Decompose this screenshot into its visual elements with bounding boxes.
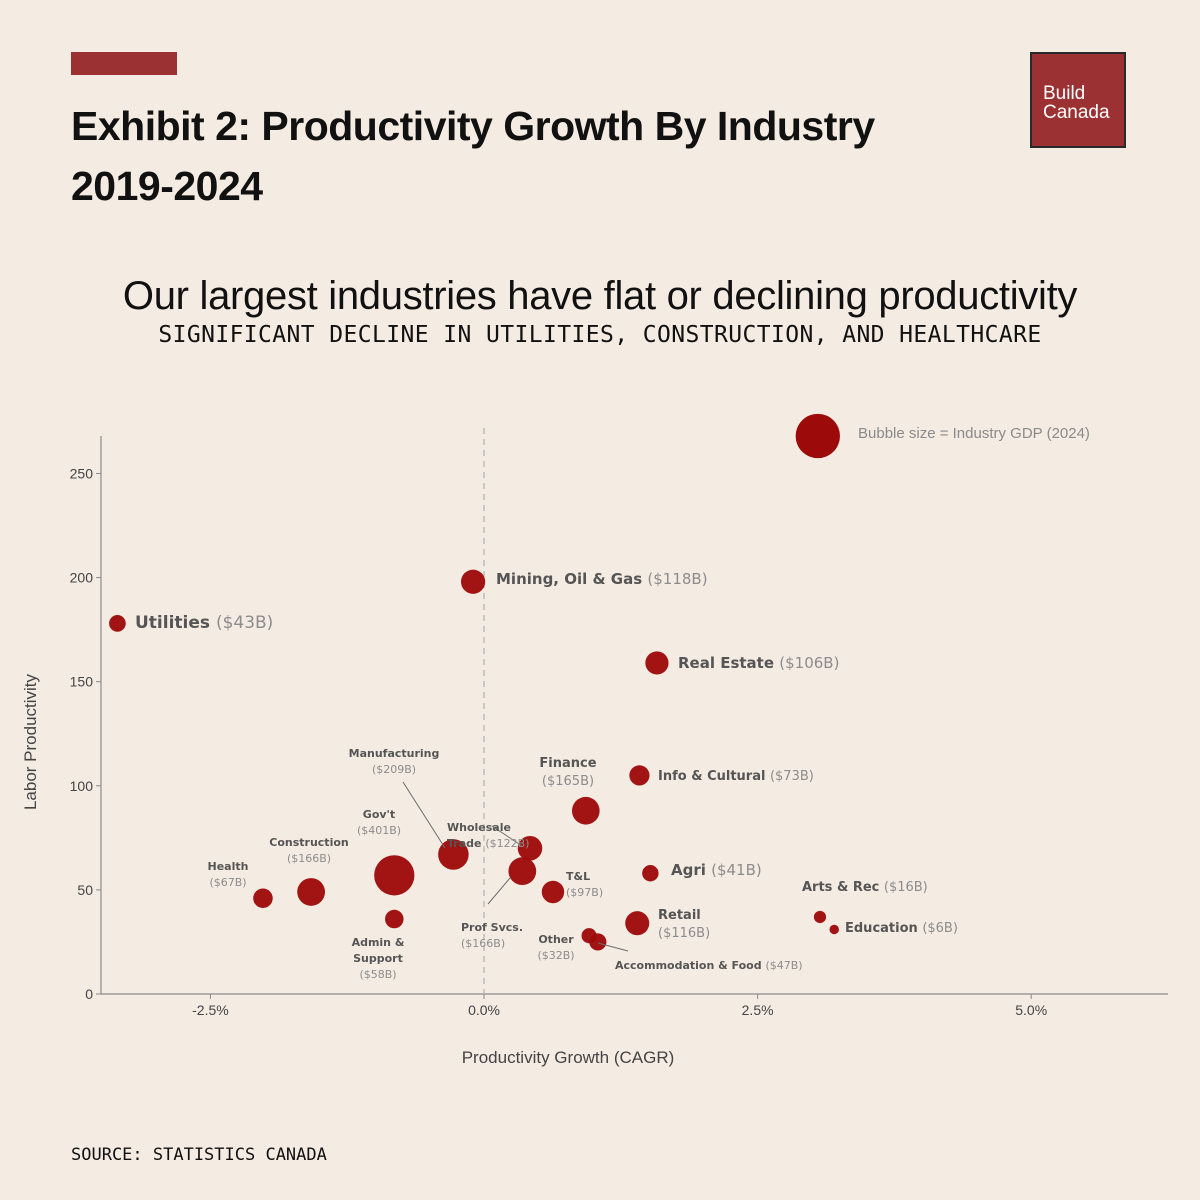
leader-line-prof-svcs	[487, 877, 511, 905]
label-construction-gdp: ($166B)	[287, 852, 331, 865]
page-title: Exhibit 2: Productivity Growth By Indust…	[71, 103, 875, 149]
y-tick-label: 200	[70, 570, 94, 586]
y-tick-label: 100	[70, 778, 94, 794]
label-arts-rec: Arts & Rec ($16B)	[802, 880, 928, 895]
leader-line-wholesale-trade	[491, 825, 523, 847]
bubble-agri	[642, 865, 659, 882]
label-wholesale-trade-gdp: ($122B)	[485, 837, 529, 850]
legend-label: Bubble size = Industry GDP (2024)	[858, 425, 1090, 442]
label-education-gdp: ($6B)	[922, 921, 958, 936]
legend-bubble	[795, 413, 840, 459]
bubble-info-cultural	[629, 765, 650, 786]
label-retail-gdp: ($116B)	[658, 926, 710, 941]
leader-line-manufacturing	[402, 781, 446, 849]
bubble-arts-rec	[813, 910, 827, 924]
label-accommodation-food-name: Accommodation & Food	[615, 959, 765, 972]
label-wholesale-trade-name-line2: Trade	[447, 837, 485, 850]
label-agri: Agri ($41B)	[671, 861, 762, 879]
label-accommodation-food: Accommodation & Food ($47B)	[615, 959, 803, 972]
logo-text: Build Canada	[1043, 83, 1110, 123]
bubble-prof-svcs	[508, 857, 537, 886]
label-admin-support-name-line1: Admin &	[352, 936, 405, 949]
label-manufacturing-name: Manufacturing	[349, 747, 440, 760]
x-tick-label: 2.5%	[742, 1002, 774, 1018]
bubble-health	[253, 888, 273, 908]
label-accommodation-food-gdp: ($47B)	[765, 959, 802, 972]
chart-headline: Our largest industries have flat or decl…	[122, 274, 1078, 318]
label-mining-oil-gas-name: Mining, Oil & Gas	[496, 570, 647, 588]
accent-bar	[71, 52, 177, 75]
bubble-chart: 0 50 100 150 200 250 -2.5% 0.0% 2.5% 5.0% Producti…	[21, 413, 1168, 1067]
label-finance-name: Finance	[539, 756, 596, 771]
bubble-manufacturing	[438, 839, 469, 870]
label-arts-rec-name: Arts & Rec	[802, 880, 884, 895]
bubble-wholesale-trade	[517, 835, 543, 861]
bubble-retail	[625, 911, 650, 936]
label-utilities: Utilities ($43B)	[135, 613, 273, 633]
y-axis-title: Labor Productivity	[21, 673, 40, 810]
label-arts-rec-gdp: ($16B)	[884, 880, 928, 895]
x-axis-title: Productivity Growth (CAGR)	[462, 1048, 675, 1067]
bubble-gov-t	[374, 855, 415, 896]
source-note: SOURCE: STATISTICS CANADA	[71, 1145, 327, 1165]
label-info-cultural: Info & Cultural ($73B)	[658, 769, 814, 784]
label-gov-t-name: Gov't	[363, 808, 395, 821]
label-real-estate-name: Real Estate	[678, 654, 779, 672]
label-gov-t-gdp: ($401B)	[357, 824, 401, 837]
bubble-mining-oil-gas	[460, 569, 486, 594]
label-other-name: Other	[538, 933, 574, 946]
chart-subheadline: SIGNIFICANT DECLINE IN UTILITIES, CONSTR…	[158, 322, 1042, 348]
x-tick-label: -2.5%	[192, 1002, 229, 1018]
label-education-name: Education	[845, 921, 922, 936]
y-tick-label: 150	[70, 674, 94, 690]
label-info-cultural-gdp: ($73B)	[770, 769, 814, 784]
label-real-estate-gdp: ($106B)	[779, 654, 839, 672]
label-agri-gdp: ($41B)	[711, 861, 762, 879]
bubble-finance	[571, 796, 600, 825]
label-prof-svcs-name: Prof Svcs.	[461, 921, 523, 934]
label-finance-gdp: ($165B)	[542, 774, 594, 789]
bubble-admin-support	[385, 909, 404, 929]
label-info-cultural-name: Info & Cultural	[658, 769, 770, 784]
label-mining-oil-gas-gdp: ($118B)	[647, 570, 707, 588]
bubble-utilities	[109, 615, 126, 632]
label-admin-support-gdp: ($58B)	[359, 968, 396, 981]
bubble-real-estate	[645, 651, 669, 675]
build-canada-logo: Build Canada	[1030, 52, 1126, 148]
bubble-education	[829, 924, 839, 935]
y-tick-label: 250	[70, 465, 94, 481]
leader-line-accommodation-food	[597, 942, 629, 952]
bubble-construction	[297, 878, 325, 906]
x-tick-label: 0.0%	[468, 1002, 500, 1018]
bubble-t-l	[541, 880, 565, 904]
label-admin-support-name-line2: Support	[353, 952, 403, 965]
label-wholesale-trade-line2: Trade ($122B)	[447, 837, 529, 850]
label-mining-oil-gas: Mining, Oil & Gas ($118B)	[496, 570, 708, 588]
label-t-l-name: T&L	[566, 870, 590, 883]
label-utilities-gdp: ($43B)	[216, 613, 273, 633]
label-health-name: Health	[208, 860, 249, 873]
label-t-l-gdp: ($97B)	[566, 886, 603, 899]
label-agri-name: Agri	[671, 861, 711, 879]
label-retail-name: Retail	[658, 908, 701, 923]
label-prof-svcs-gdp: ($166B)	[461, 937, 505, 950]
label-other-gdp: ($32B)	[537, 949, 574, 962]
label-health-gdp: ($67B)	[209, 876, 246, 889]
bubble-accommodation-food	[589, 933, 607, 951]
y-tick-label: 50	[77, 882, 93, 898]
label-wholesale-trade-name-line1: Wholesale	[447, 821, 511, 834]
label-education: Education ($6B)	[845, 921, 958, 936]
x-tick-label: 5.0%	[1015, 1002, 1047, 1018]
label-manufacturing-gdp: ($209B)	[372, 763, 416, 776]
y-tick-label: 0	[85, 986, 93, 1002]
page-subtitle-years: 2019-2024	[71, 163, 263, 209]
label-construction-name: Construction	[269, 836, 348, 849]
label-utilities-name: Utilities	[135, 613, 216, 633]
label-real-estate: Real Estate ($106B)	[678, 654, 839, 672]
